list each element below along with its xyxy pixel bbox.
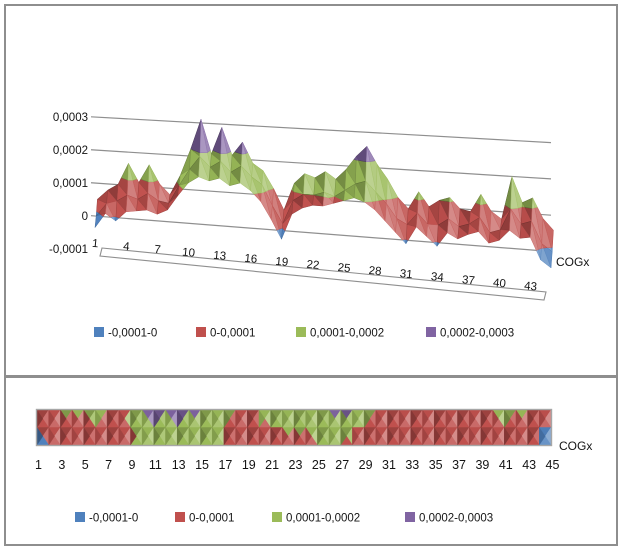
legend-marker-0,0001-0,0002 <box>296 327 306 337</box>
x-tick-label: 9 <box>128 458 135 472</box>
legend-label: 0,0001-0,0002 <box>286 513 360 525</box>
x-tick-label: 7 <box>154 244 162 257</box>
x-tick-label: 35 <box>429 458 443 472</box>
value-axis-labels: 0,0003 0,0002 0,0001 0 -0,0001 <box>49 112 88 256</box>
x-tick-label: 15 <box>195 458 209 472</box>
x-tick-label: 37 <box>452 458 466 472</box>
legend-marker-0-0,0001 <box>175 512 185 522</box>
legend-label: 0,0002-0,0003 <box>419 513 493 525</box>
surface-contour-chart: 1 3 5 7 9 11 13 15 17 19 21 23 25 27 29 31 33 35 37 39 41 43 4… <box>35 408 592 525</box>
legend-marker-0-0,0001 <box>196 327 206 337</box>
x-tick-label: 11 <box>149 458 162 472</box>
x-tick-label: 7 <box>105 458 112 472</box>
surface-contour-chart-panel[interactable]: 1 3 5 7 9 11 13 15 17 19 21 23 25 27 29 31 33 35 37 39 41 43 4… <box>6 378 616 544</box>
x-tick-label: 1 <box>35 458 42 472</box>
x-tick-label: 27 <box>335 458 349 472</box>
x-tick-label: 31 <box>382 458 396 472</box>
x-tick-label: 13 <box>213 250 227 263</box>
x-tick-label: 1 <box>92 238 100 251</box>
legend-marker-0,0002-0,0003 <box>426 327 436 337</box>
x-tick-label: 25 <box>337 262 351 275</box>
x-tick-label: 45 <box>546 458 560 472</box>
y-tick-label: -0,0001 <box>49 244 88 256</box>
x-tick-label: 41 <box>499 458 513 472</box>
x-tick-label: 39 <box>475 458 489 472</box>
surface-mesh <box>94 119 554 269</box>
x-tick-label: 19 <box>242 458 256 472</box>
x-tick-label: 40 <box>493 277 507 290</box>
legend-marker-0,0001-0,0002 <box>272 512 282 522</box>
document-frame: 0,0003 0,0002 0,0001 0 -0,0001 1 4 7 10 13 16 19 22 2… <box>4 4 618 546</box>
legend-label: 0-0,0001 <box>189 513 234 525</box>
x-tick-label: 19 <box>275 256 289 269</box>
legend-label: 0,0002-0,0003 <box>440 328 514 340</box>
x-tick-label: 29 <box>359 458 373 472</box>
x-tick-label: 23 <box>289 458 303 472</box>
x-tick-label: 25 <box>312 458 326 472</box>
legend-label: 0,0001-0,0002 <box>310 328 384 340</box>
y-tick-label: 0,0001 <box>53 178 88 190</box>
x-tick-label: 37 <box>461 274 475 287</box>
x-tick-label: 21 <box>265 458 279 472</box>
surface-3d-chart-panel[interactable]: 0,0003 0,0002 0,0001 0 -0,0001 1 4 7 10 13 16 19 22 2… <box>6 6 616 378</box>
x-tick-label: 3 <box>58 458 65 472</box>
category-axis-labels: 1 4 7 10 13 16 19 22 25 28 31 34 37 40 43 <box>92 238 538 294</box>
y-tick-label: 0,0002 <box>53 145 88 157</box>
x-tick-label: 31 <box>399 268 413 281</box>
x-tick-label: 28 <box>368 265 382 278</box>
series-axis-label: COGx <box>556 255 589 269</box>
category-axis-labels: 1 3 5 7 9 11 13 15 17 19 21 23 25 27 29 31 33 35 37 39 41 43 4… <box>35 458 559 472</box>
legend-marker--0,0001-0 <box>75 512 85 522</box>
x-tick-label: 13 <box>172 458 186 472</box>
x-tick-label: 16 <box>244 253 258 266</box>
x-tick-label: 34 <box>430 271 444 284</box>
legend-label: -0,0001-0 <box>108 328 157 340</box>
x-tick-label: 22 <box>306 259 320 272</box>
plot-area-border <box>35 408 553 447</box>
contour-mesh <box>36 409 552 446</box>
x-tick-label: 17 <box>218 458 232 472</box>
legend: -0,0001-0 0-0,0001 0,0001-0,0002 0,0002-0,0… <box>75 512 493 525</box>
x-tick-label: 5 <box>82 458 89 472</box>
y-tick-label: 0 <box>82 211 88 223</box>
x-tick-label: 43 <box>522 458 536 472</box>
legend-marker--0,0001-0 <box>94 327 104 337</box>
legend: -0,0001-0 0-0,0001 0,0001-0,0002 0,0002-0,0… <box>94 327 514 340</box>
legend-label: 0-0,0001 <box>210 328 255 340</box>
x-tick-label: 33 <box>405 458 419 472</box>
x-tick-label: 10 <box>182 247 196 260</box>
x-tick-label: 43 <box>524 280 538 293</box>
category-axis-floor <box>99 247 547 301</box>
series-axis-label: COGx <box>559 439 592 453</box>
legend-label: -0,0001-0 <box>89 513 138 525</box>
legend-marker-0,0002-0,0003 <box>405 512 415 522</box>
x-tick-label: 4 <box>123 241 131 254</box>
y-tick-label: 0,0003 <box>53 112 88 124</box>
